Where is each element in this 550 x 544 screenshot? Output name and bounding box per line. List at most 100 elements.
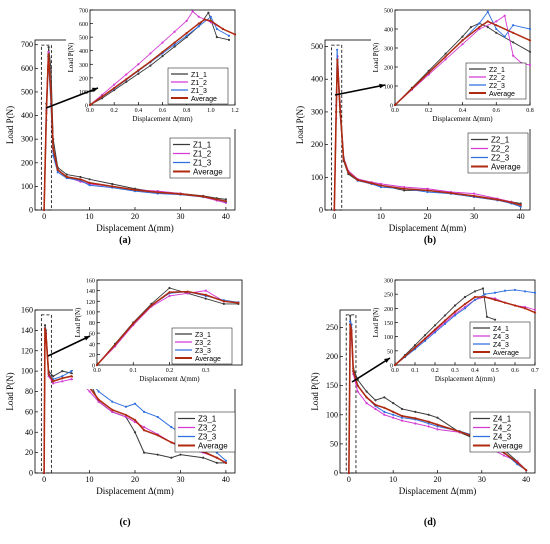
main-data-point xyxy=(427,422,430,425)
main-data-point xyxy=(49,67,53,70)
main-data-point xyxy=(414,417,417,420)
inset-data-point xyxy=(204,293,207,296)
inset-ytick-label: 50 xyxy=(387,349,393,355)
main-data-point xyxy=(45,112,48,115)
inset-xtick-label: 0.3 xyxy=(451,368,459,374)
y-axis-label: Load P(N) xyxy=(5,106,15,144)
main-data-point xyxy=(426,190,429,194)
main-ytick-label: 200 xyxy=(21,158,33,167)
main-data-point xyxy=(392,402,395,405)
main-ytick-label: 0 xyxy=(29,469,33,478)
main-ytick-label: 0 xyxy=(334,469,338,478)
main-xtick-label: 0 xyxy=(347,475,351,484)
main-data-point xyxy=(347,471,350,475)
main-ytick-label: 200 xyxy=(311,140,323,149)
main-data-point xyxy=(374,403,377,406)
inset-data-point xyxy=(512,41,515,44)
inset-data-point xyxy=(125,80,128,84)
inset-legend-label: Z3_2 xyxy=(195,340,211,347)
inset-ytick-label: 60 xyxy=(89,332,95,338)
inset-data-point xyxy=(197,25,200,28)
inset-data-point xyxy=(423,339,427,343)
main-data-point xyxy=(365,402,368,405)
panel-1: 0 10 20 30 400100200300400500Z2_1Z2_2Z2_3Ave… xyxy=(295,6,534,246)
inset-data-point xyxy=(483,295,487,299)
main-data-point xyxy=(333,208,336,212)
main-ytick-label: 600 xyxy=(21,64,33,73)
inset-data-point xyxy=(185,34,188,37)
zoom-arrow-head xyxy=(384,358,390,363)
inset-data-point xyxy=(528,50,532,53)
main-ytick-label: 400 xyxy=(21,111,33,120)
main-ytick-label: 300 xyxy=(311,107,323,116)
inset-data-point xyxy=(463,302,467,306)
main-data-point xyxy=(338,104,342,107)
inset-legend-label: Z2_2 xyxy=(489,75,505,82)
inset-xtick-label: 0.6 xyxy=(511,368,519,374)
inset-ytick-label: 400 xyxy=(79,49,88,55)
y-axis-label: Load P(N) xyxy=(5,372,15,410)
inset-ytick-label: 160 xyxy=(86,279,95,285)
main-data-point xyxy=(336,48,339,51)
main-data-point xyxy=(170,441,173,444)
main-data-point xyxy=(56,168,59,171)
main-data-point xyxy=(47,45,50,49)
inset-xtick-label: 0.0 xyxy=(93,368,101,374)
inset-xtick-label: 0.1 xyxy=(411,368,419,374)
main-data-point xyxy=(156,453,159,456)
inset-legend-label: Average xyxy=(195,356,221,363)
main-data-point xyxy=(70,370,73,373)
main-data-point xyxy=(97,400,100,403)
main-data-point xyxy=(224,198,228,201)
inset-legend-label: Average xyxy=(191,96,217,103)
inset-data-point xyxy=(173,43,176,46)
inset-data-point xyxy=(528,39,532,42)
inset-data-point xyxy=(227,38,231,41)
inset-data-point xyxy=(222,300,225,303)
y-axis-label: Load P(N) xyxy=(295,106,305,144)
inset-y-axis-label: Load P(N) xyxy=(74,307,82,337)
main-data-point xyxy=(43,327,47,330)
main-legend-label: Z2_1 xyxy=(491,136,510,145)
inset-legend-label: Z4_3 xyxy=(493,334,509,341)
main-data-point xyxy=(365,390,368,393)
inset-data-point xyxy=(473,298,477,301)
inset-data-point xyxy=(533,291,537,294)
inset-data-point xyxy=(423,337,427,340)
main-data-point xyxy=(61,370,64,373)
inset-legend-label: Z3_1 xyxy=(195,332,211,339)
inset-data-point xyxy=(221,27,225,31)
main-data-point xyxy=(70,372,73,375)
main-data-point xyxy=(383,413,386,416)
inset-data-point xyxy=(403,355,407,358)
inset-data-point xyxy=(493,291,497,294)
main-data-point xyxy=(124,415,128,419)
inset-ytick-label: 700 xyxy=(79,9,88,15)
main-data-point xyxy=(52,380,55,383)
main-data-point xyxy=(349,323,352,326)
main-data-point xyxy=(472,194,476,198)
zoom-arrow xyxy=(47,335,91,357)
main-legend-label: Z1_3 xyxy=(193,159,212,168)
main-data-point xyxy=(356,178,359,182)
inset-legend-label: Z1_2 xyxy=(191,80,207,87)
inset-data-point xyxy=(493,318,497,321)
main-ytick-label: 100 xyxy=(21,367,33,376)
main-data-point xyxy=(70,375,73,378)
main-data-point xyxy=(414,422,417,425)
main-data-point xyxy=(61,380,64,383)
inset-xtick-label: 0.3 xyxy=(202,368,210,374)
main-data-point xyxy=(47,373,50,376)
main-data-point xyxy=(215,461,218,464)
inset-ytick-label: 80 xyxy=(89,321,95,327)
main-xtick-label: 0 xyxy=(42,475,46,484)
inset-data-point xyxy=(168,291,171,294)
main-data-point xyxy=(61,377,64,380)
inset-legend-label: Z4_3 xyxy=(493,342,509,349)
inset-xtick-label: 0.1 xyxy=(130,368,138,374)
main-legend-label: Z2_2 xyxy=(491,145,510,154)
inset-data-point xyxy=(204,297,207,300)
inset-data-point xyxy=(528,27,532,31)
main-data-point xyxy=(436,428,439,431)
main-data-point xyxy=(52,375,55,378)
